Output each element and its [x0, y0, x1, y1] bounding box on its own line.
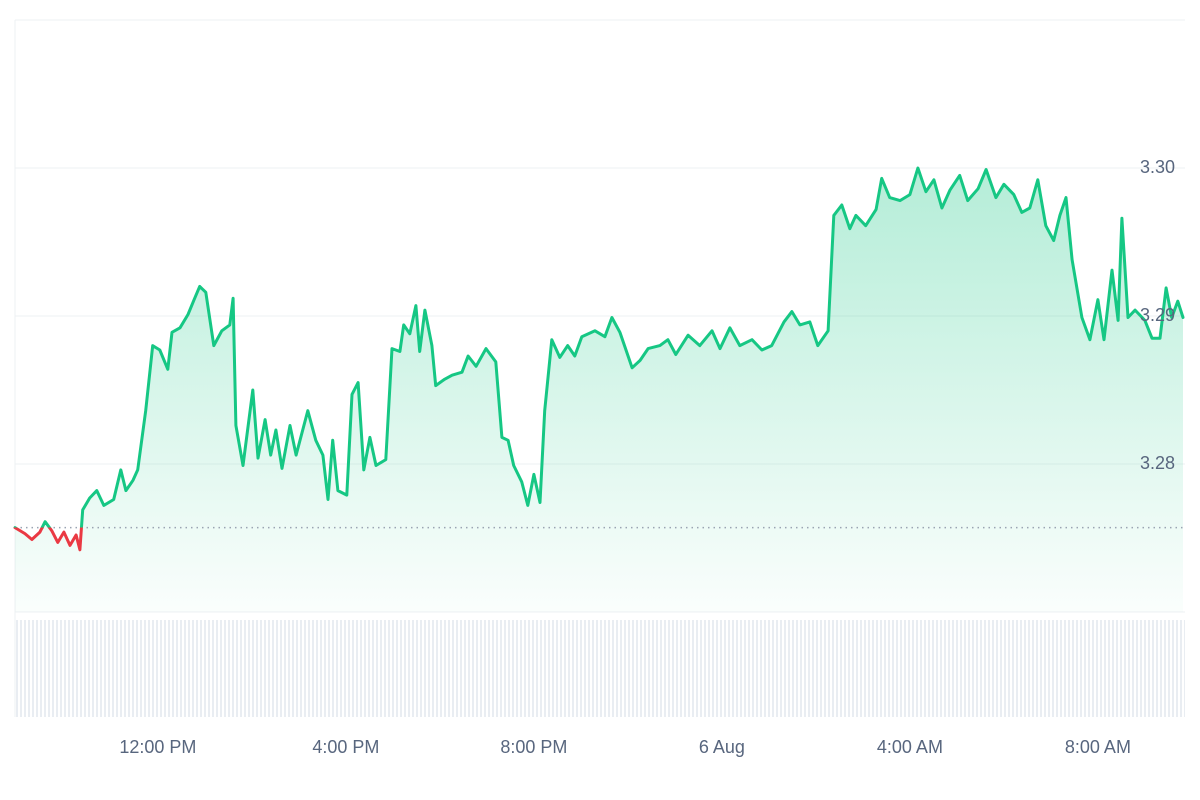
x-tick-label: 12:00 PM [119, 737, 196, 757]
x-tick-label: 8:00 PM [500, 737, 567, 757]
price-area [15, 168, 1183, 612]
x-tick-label: 6 Aug [699, 737, 745, 757]
x-tick-label: 8:00 AM [1065, 737, 1131, 757]
x-tick-label: 4:00 PM [312, 737, 379, 757]
volume-strip [15, 620, 1185, 717]
price-line [13, 166, 1185, 552]
y-tick-label: 3.28 [1140, 453, 1175, 473]
y-tick-label: 3.30 [1140, 157, 1175, 177]
y-tick-label: 3.29 [1140, 305, 1175, 325]
x-tick-label: 4:00 AM [877, 737, 943, 757]
